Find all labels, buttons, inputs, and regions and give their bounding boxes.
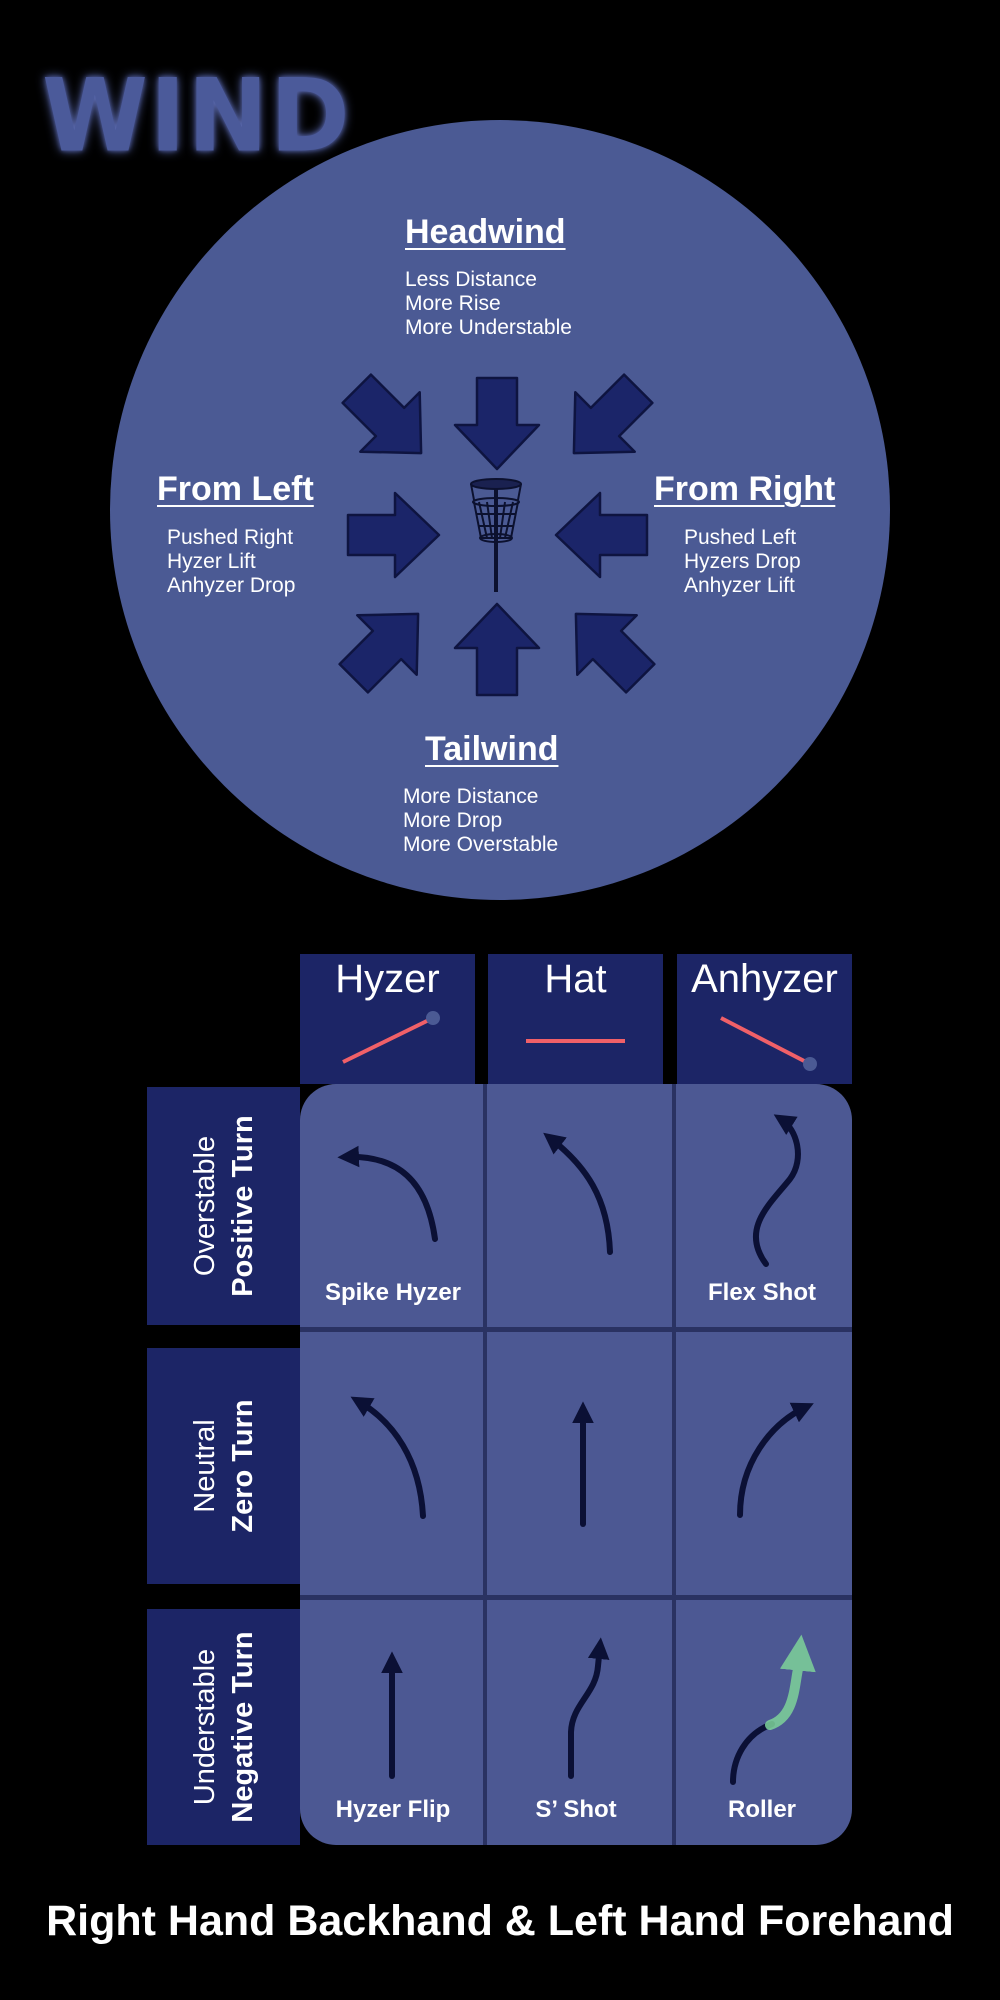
arrow-icon (346, 491, 441, 579)
tailwind-effect: More Distance (403, 785, 539, 808)
from-right-effect: Anhyzer Lift (684, 574, 795, 597)
arrow-icon (574, 612, 656, 694)
column-label: Anhyzer (691, 957, 838, 1001)
disc-golf-basket-icon (470, 478, 522, 592)
row-header-neutral: Neutral Zero Turn (147, 1348, 300, 1584)
row-label-bold: Negative Turn (226, 1631, 259, 1823)
from-right-effect: Hyzers Drop (684, 550, 801, 573)
shot-label-hyzer-flip: Hyzer Flip (335, 1796, 451, 1823)
s-shot-flight-path (568, 1637, 610, 1779)
row-label: Neutral (188, 1419, 221, 1513)
row-header-overstable: Overstable Positive Turn (147, 1087, 300, 1325)
tailwind-effect: More Drop (403, 809, 503, 832)
arrow-icon (453, 602, 541, 697)
tailwind-section: Tailwind More Distance More Drop More Ov… (403, 730, 558, 857)
headwind-effect: More Understable (405, 316, 572, 339)
from-left-effect: Pushed Right (167, 526, 294, 549)
anhyzer-angle-icon (720, 1016, 811, 1066)
shot-label-flex-shot: Flex Shot (707, 1279, 816, 1306)
arrow-icon (453, 376, 541, 471)
from-right-title: From Right (654, 470, 836, 508)
row-label-bold: Zero Turn (226, 1399, 259, 1533)
row-label: Understable (188, 1648, 221, 1806)
from-left-title: From Left (157, 470, 314, 508)
grid-divider (483, 1084, 487, 1845)
flight-grid: Spike Hyzer Flex Shot Hyzer Flip S’ Shot… (300, 1084, 852, 1845)
grid-divider (300, 1595, 852, 1600)
headwind-effect: Less Distance (405, 268, 537, 291)
headwind-title: Headwind (405, 213, 566, 251)
column-label: Hyzer (335, 957, 440, 1001)
arrow-icon (572, 373, 654, 455)
grid-divider (300, 1327, 852, 1332)
from-left-effect: Hyzer Lift (167, 550, 256, 573)
arrow-icon (338, 612, 420, 694)
grid-divider (672, 1084, 676, 1845)
anhyzer-neutral-flight-path (737, 1402, 814, 1518)
shot-label-spike-hyzer: Spike Hyzer (324, 1279, 462, 1306)
flex-shot-flight-path (752, 1114, 801, 1267)
headwind-section: Headwind Less Distance More Rise More Un… (405, 213, 572, 340)
headwind-effect: More Rise (405, 292, 501, 315)
row-label: Overstable (188, 1135, 221, 1277)
hyzer-angle-icon (342, 1016, 434, 1064)
arrow-icon (554, 491, 649, 579)
wind-diagram-circle (110, 120, 890, 900)
tailwind-effect: More Overstable (403, 833, 559, 856)
shot-label-s-shot: S’ Shot (535, 1796, 617, 1823)
flight-paths-layer (337, 1114, 816, 1785)
row-label-bold: Positive Turn (226, 1115, 259, 1297)
roller-flight-path (730, 1721, 775, 1785)
disc-dot (803, 1057, 817, 1071)
column-label: Hat (544, 957, 607, 1001)
hyzer-neutral-flight-path (350, 1396, 426, 1519)
column-header-hyzer: Hyzer (300, 954, 475, 1084)
from-left-effect: Anhyzer Drop (167, 574, 296, 597)
from-right-section: From Right Pushed Left Hyzers Drop Anhyz… (654, 470, 835, 598)
from-right-effect: Pushed Left (684, 526, 797, 549)
wind-logo: WIND (42, 57, 352, 175)
column-header-anhyzer: Anhyzer (677, 954, 852, 1084)
column-header-hat: Hat (488, 954, 663, 1084)
hat-overstable-flight-path (543, 1132, 613, 1255)
arrow-icon (341, 373, 423, 455)
footer-title: Right Hand Backhand & Left Hand Forehand (46, 1897, 954, 1945)
row-header-understable: Understable Negative Turn (147, 1609, 300, 1845)
roller-highlight-path (765, 1634, 816, 1730)
disc-dot (426, 1011, 440, 1025)
tailwind-title: Tailwind (425, 730, 559, 768)
shot-label-roller: Roller (727, 1796, 796, 1823)
from-left-section: From Left Pushed Right Hyzer Lift Anhyze… (157, 470, 314, 598)
spike-hyzer-flight-path (337, 1145, 438, 1242)
